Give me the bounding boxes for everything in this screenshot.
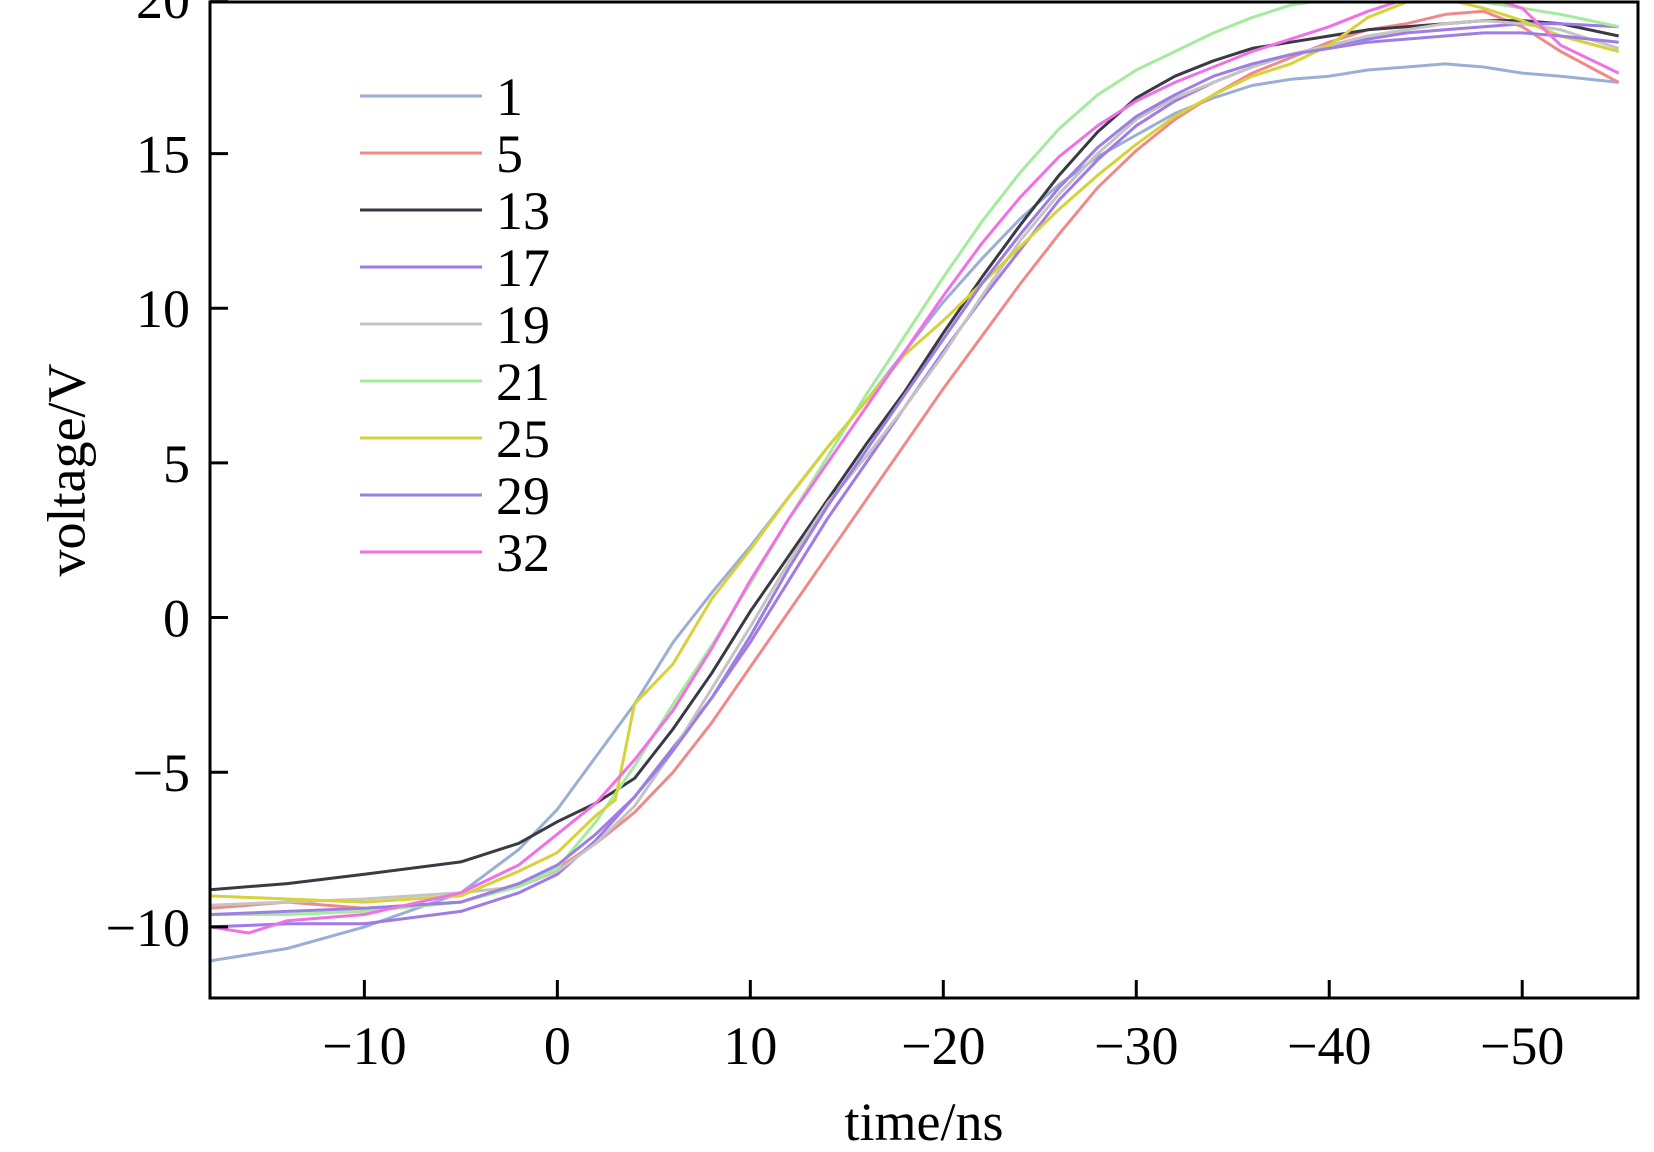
plot-frame: [208, 0, 1640, 1000]
x-tick-label: −50: [1480, 1016, 1564, 1076]
series-line-21: [210, 2, 1620, 916]
y-tick-label: 15: [136, 125, 190, 185]
series-line-13: [210, 19, 1620, 892]
legend-label-21: 21: [496, 352, 550, 412]
y-tick-label: −5: [133, 743, 190, 803]
y-axis: −10 −5 0 5 10 15 20: [106, 0, 228, 958]
legend-label-5: 5: [496, 124, 523, 184]
legend-label-29: 29: [496, 466, 550, 526]
series-line-19: [210, 19, 1620, 907]
plot-lines: [210, 2, 1620, 963]
x-tick-label: −30: [1094, 1016, 1178, 1076]
x-tick-label: −20: [901, 1016, 985, 1076]
legend-label-19: 19: [496, 295, 550, 355]
series-line-25: [210, 2, 1620, 904]
x-tick-label: −40: [1287, 1016, 1371, 1076]
y-tick-label: 20: [136, 0, 190, 30]
legend-label-17: 17: [496, 238, 550, 298]
legend-label-1: 1: [496, 67, 523, 127]
y-tick-label: −10: [106, 898, 190, 958]
y-tick-label: 0: [163, 589, 190, 649]
x-axis: −10 0 10 −20 −30 −40 −50: [322, 980, 1564, 1076]
y-tick-label: 5: [163, 434, 190, 494]
legend-label-25: 25: [496, 409, 550, 469]
y-tick-label: 10: [136, 279, 190, 339]
series-line-17: [210, 22, 1619, 929]
legend-label-13: 13: [496, 181, 550, 241]
series-line-29: [210, 31, 1619, 916]
series-line-5: [210, 9, 1620, 910]
x-axis-title: time/ns: [845, 1092, 1004, 1152]
legend-label-32: 32: [496, 523, 550, 583]
x-tick-label: 10: [723, 1016, 777, 1076]
y-axis-title: voltage/V: [36, 364, 96, 577]
x-tick-label: −10: [322, 1016, 406, 1076]
x-tick-label: 0: [544, 1016, 571, 1076]
series-line-1: [210, 62, 1619, 963]
series-line-32: [210, 2, 1620, 935]
